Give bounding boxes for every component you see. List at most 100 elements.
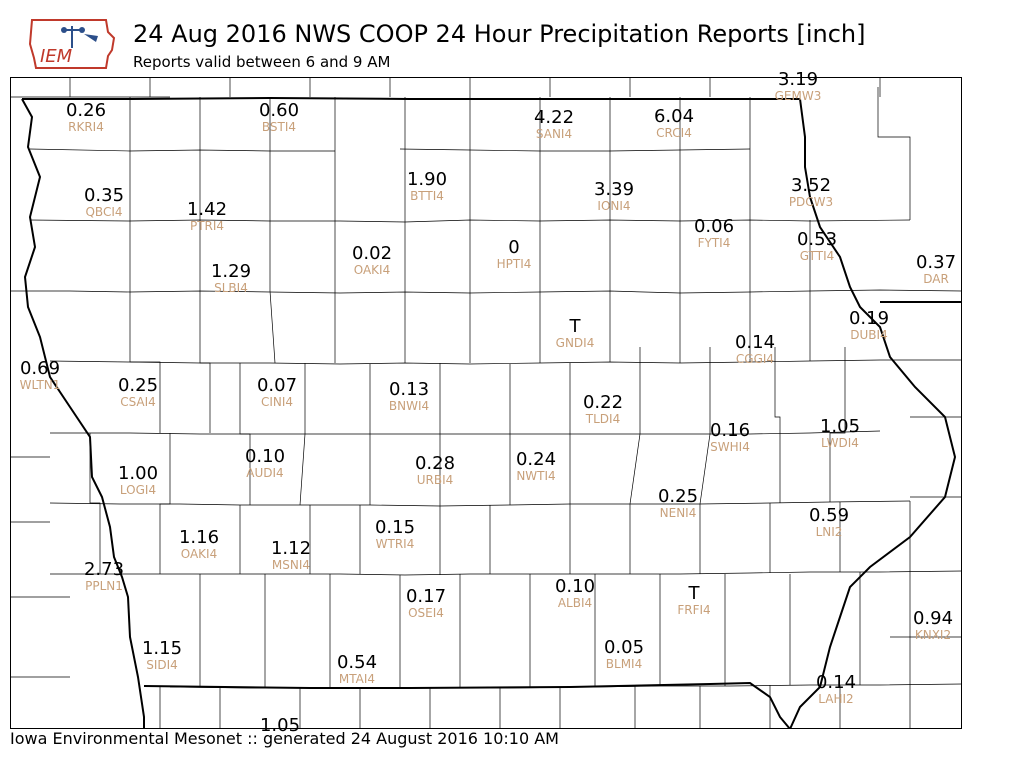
station-label: 3.19 GEMW3	[774, 69, 822, 103]
station-id: SANI4	[535, 127, 573, 141]
station-value: 0.54	[336, 652, 378, 673]
station-label: 0.10 ALBI4	[554, 576, 596, 610]
iem-logo: IEM	[28, 14, 118, 76]
station-id: BSTI4	[261, 120, 297, 134]
station-value: 1.90	[406, 169, 448, 190]
station-id: NWTI4	[516, 469, 556, 483]
station-label: 1.05	[260, 717, 300, 735]
station-id: KNXI2	[914, 628, 952, 642]
station-id: OSEI4	[408, 606, 444, 620]
station-value: 0.26	[65, 100, 107, 121]
station-id: DUBI4	[850, 328, 888, 342]
station-id: OAKI4	[353, 263, 391, 277]
station-id: BLMI4	[605, 657, 643, 671]
station-value: 0.06	[693, 216, 735, 237]
station-id: FYTI4	[697, 236, 731, 250]
station-label: 0.25 CSAI4	[117, 375, 159, 409]
station-value: 0.24	[515, 449, 557, 470]
station-id: FRFI4	[677, 603, 711, 617]
station-label: 1.05 LWDI4	[819, 416, 861, 450]
station-id: PDCW3	[788, 195, 834, 209]
station-value: 0.05	[603, 637, 645, 658]
station-id: URBI4	[416, 473, 454, 487]
station-label: 0.60 BSTI4	[258, 100, 300, 134]
station-id: BNWI4	[388, 399, 430, 413]
station-label: 6.04 CRCI4	[653, 106, 695, 140]
station-value: 6.04	[653, 106, 695, 127]
station-value: 1.05	[259, 715, 301, 736]
station-label: 0.15 WTRI4	[375, 519, 415, 551]
station-id: NENI4	[659, 506, 697, 520]
station-label: 0.28 URBI4	[414, 453, 456, 487]
station-value: 0.60	[258, 100, 300, 121]
station-label: 0.24 NWTI4	[515, 449, 557, 483]
station-label: 0.17 OSEI4	[405, 586, 447, 620]
station-id: MTAI4	[338, 672, 376, 686]
station-label: 1.15 SIDI4	[142, 640, 182, 672]
station-value: 0.69	[19, 358, 61, 379]
station-label: T GNDI4	[555, 316, 595, 350]
station-value: 0	[508, 237, 520, 258]
station-id: CINI4	[260, 395, 294, 409]
station-value: 0.25	[117, 375, 159, 396]
station-value: 0.94	[912, 608, 954, 629]
station-value: 0.28	[414, 453, 456, 474]
station-id: CGGI4	[735, 352, 775, 366]
station-id: LOGI4	[119, 483, 157, 497]
station-label: 1.29 SLBI4	[211, 263, 251, 295]
station-label: 0 HPTI4	[496, 237, 532, 271]
station-id: PPLN1	[85, 579, 123, 593]
station-id: LAHI2	[818, 692, 854, 706]
station-label: 3.52 PDCW3	[788, 175, 834, 209]
station-id: PTRI4	[189, 219, 225, 233]
station-value: 3.52	[790, 175, 832, 196]
station-label: 0.25 NENI4	[657, 486, 699, 520]
station-label: 0.94 KNXI2	[912, 608, 954, 642]
station-label: 4.22 SANI4	[533, 107, 575, 141]
station-id: HPTI4	[496, 257, 532, 271]
station-label: 0.54 MTAI4	[336, 652, 378, 686]
station-value: 0.13	[388, 379, 430, 400]
station-value: 1.00	[117, 463, 159, 484]
station-value: 1.05	[819, 416, 861, 437]
station-label: 1.12 MSNI4	[270, 538, 312, 572]
station-id: TLDI4	[585, 412, 621, 426]
station-value: 0.14	[734, 332, 776, 353]
station-label: 0.06 FYTI4	[693, 216, 735, 250]
station-label: 0.22 TLDI4	[583, 394, 623, 426]
station-value: 0.25	[657, 486, 699, 507]
station-value: 0.10	[554, 576, 596, 597]
station-label: 0.53 GTTI4	[796, 229, 838, 263]
station-id: WLTN1	[19, 378, 61, 392]
station-label: 1.42 PTRI4	[186, 199, 228, 233]
station-value: 0.16	[709, 420, 751, 441]
station-label: 0.05 BLMI4	[603, 637, 645, 671]
station-label: 0.10 AUDI4	[245, 448, 285, 480]
station-label: 0.02 OAKI4	[352, 245, 392, 277]
station-label: 0.07 CINI4	[257, 377, 297, 409]
station-value: 3.19	[777, 69, 819, 90]
station-id: GNDI4	[555, 336, 595, 350]
station-value: T	[569, 316, 581, 337]
station-id: CSAI4	[120, 395, 156, 409]
page-title: 24 Aug 2016 NWS COOP 24 Hour Precipitati…	[133, 20, 866, 48]
station-id: ALBI4	[557, 596, 593, 610]
station-id: IONI4	[597, 199, 631, 213]
station-label: 0.14 CGGI4	[734, 332, 776, 366]
station-label: 1.16 OAKI4	[179, 529, 219, 561]
page-subtitle: Reports valid between 6 and 9 AM	[133, 53, 391, 71]
station-value: 0.17	[405, 586, 447, 607]
station-id: SLBI4	[214, 281, 248, 295]
station-id: SWHI4	[710, 440, 750, 454]
station-id: RKRI4	[68, 120, 104, 134]
station-id: GEMW3	[774, 89, 822, 103]
station-id: MSNI4	[271, 558, 311, 572]
station-value: 4.22	[533, 107, 575, 128]
station-value: 1.42	[186, 199, 228, 220]
station-id: LWDI4	[821, 436, 859, 450]
station-label: 2.73 PPLN1	[84, 561, 124, 593]
station-id: WTRI4	[375, 537, 415, 551]
station-value: 0.53	[796, 229, 838, 250]
station-value: 1.12	[270, 538, 312, 559]
